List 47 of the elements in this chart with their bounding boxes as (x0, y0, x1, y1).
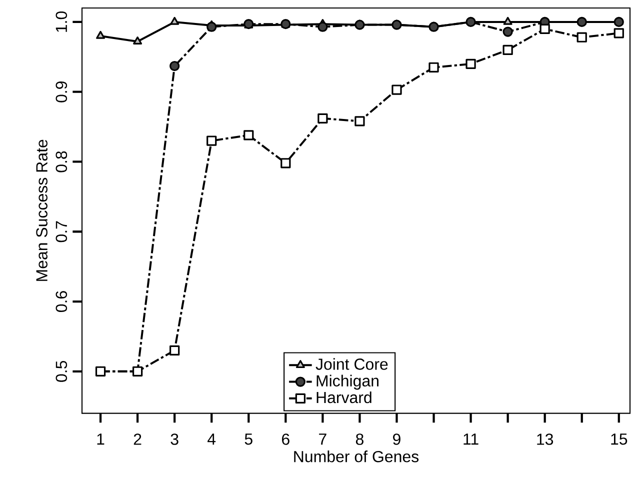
point (170, 345, 180, 356)
y-tick-label: 0.7 (56, 221, 68, 242)
point (540, 24, 550, 34)
point (614, 16, 624, 28)
y-tick-label: 0.5 (56, 360, 68, 382)
legend-label: Michigan (316, 374, 378, 390)
x-tick-label: 15 (611, 434, 628, 445)
point (502, 44, 513, 55)
x-tick-label: 9 (393, 434, 400, 445)
point (466, 58, 476, 69)
point (576, 16, 587, 28)
point (206, 22, 217, 32)
legend-label: Joint Core (316, 358, 388, 370)
point (354, 116, 365, 126)
y-axis-title: Mean Success Rate (36, 140, 48, 281)
y-tick-label: 1.0 (56, 11, 68, 32)
x-tick-label: 5 (244, 434, 252, 445)
y-tick-label: 0.8 (56, 151, 68, 172)
x-tick-label: 3 (170, 434, 178, 445)
legend-label: Harvard (316, 391, 372, 404)
point (133, 36, 142, 44)
point (280, 158, 291, 168)
point (502, 26, 513, 37)
point (170, 60, 180, 72)
point (170, 16, 180, 25)
point (503, 16, 512, 25)
point (244, 130, 254, 140)
point (318, 113, 328, 124)
x-tick-label: 13 (537, 434, 554, 445)
x-tick-label: 6 (282, 434, 290, 445)
point (392, 84, 402, 95)
point (428, 62, 439, 72)
point (614, 28, 624, 38)
point (96, 30, 106, 39)
point (576, 32, 587, 42)
x-tick-label: 8 (356, 434, 364, 445)
point (318, 22, 328, 32)
point (206, 136, 217, 146)
x-tick-label: 1 (97, 434, 104, 445)
x-axis-title: Number of Genes (294, 450, 419, 462)
x-tick-label: 2 (134, 434, 142, 445)
x-tick-label: 4 (208, 434, 216, 445)
y-tick-label: 0.9 (56, 82, 68, 102)
x-tick-label: 11 (464, 434, 478, 445)
x-tick-label: 7 (319, 434, 326, 445)
point (466, 16, 476, 28)
y-tick-label: 0.6 (56, 291, 68, 312)
